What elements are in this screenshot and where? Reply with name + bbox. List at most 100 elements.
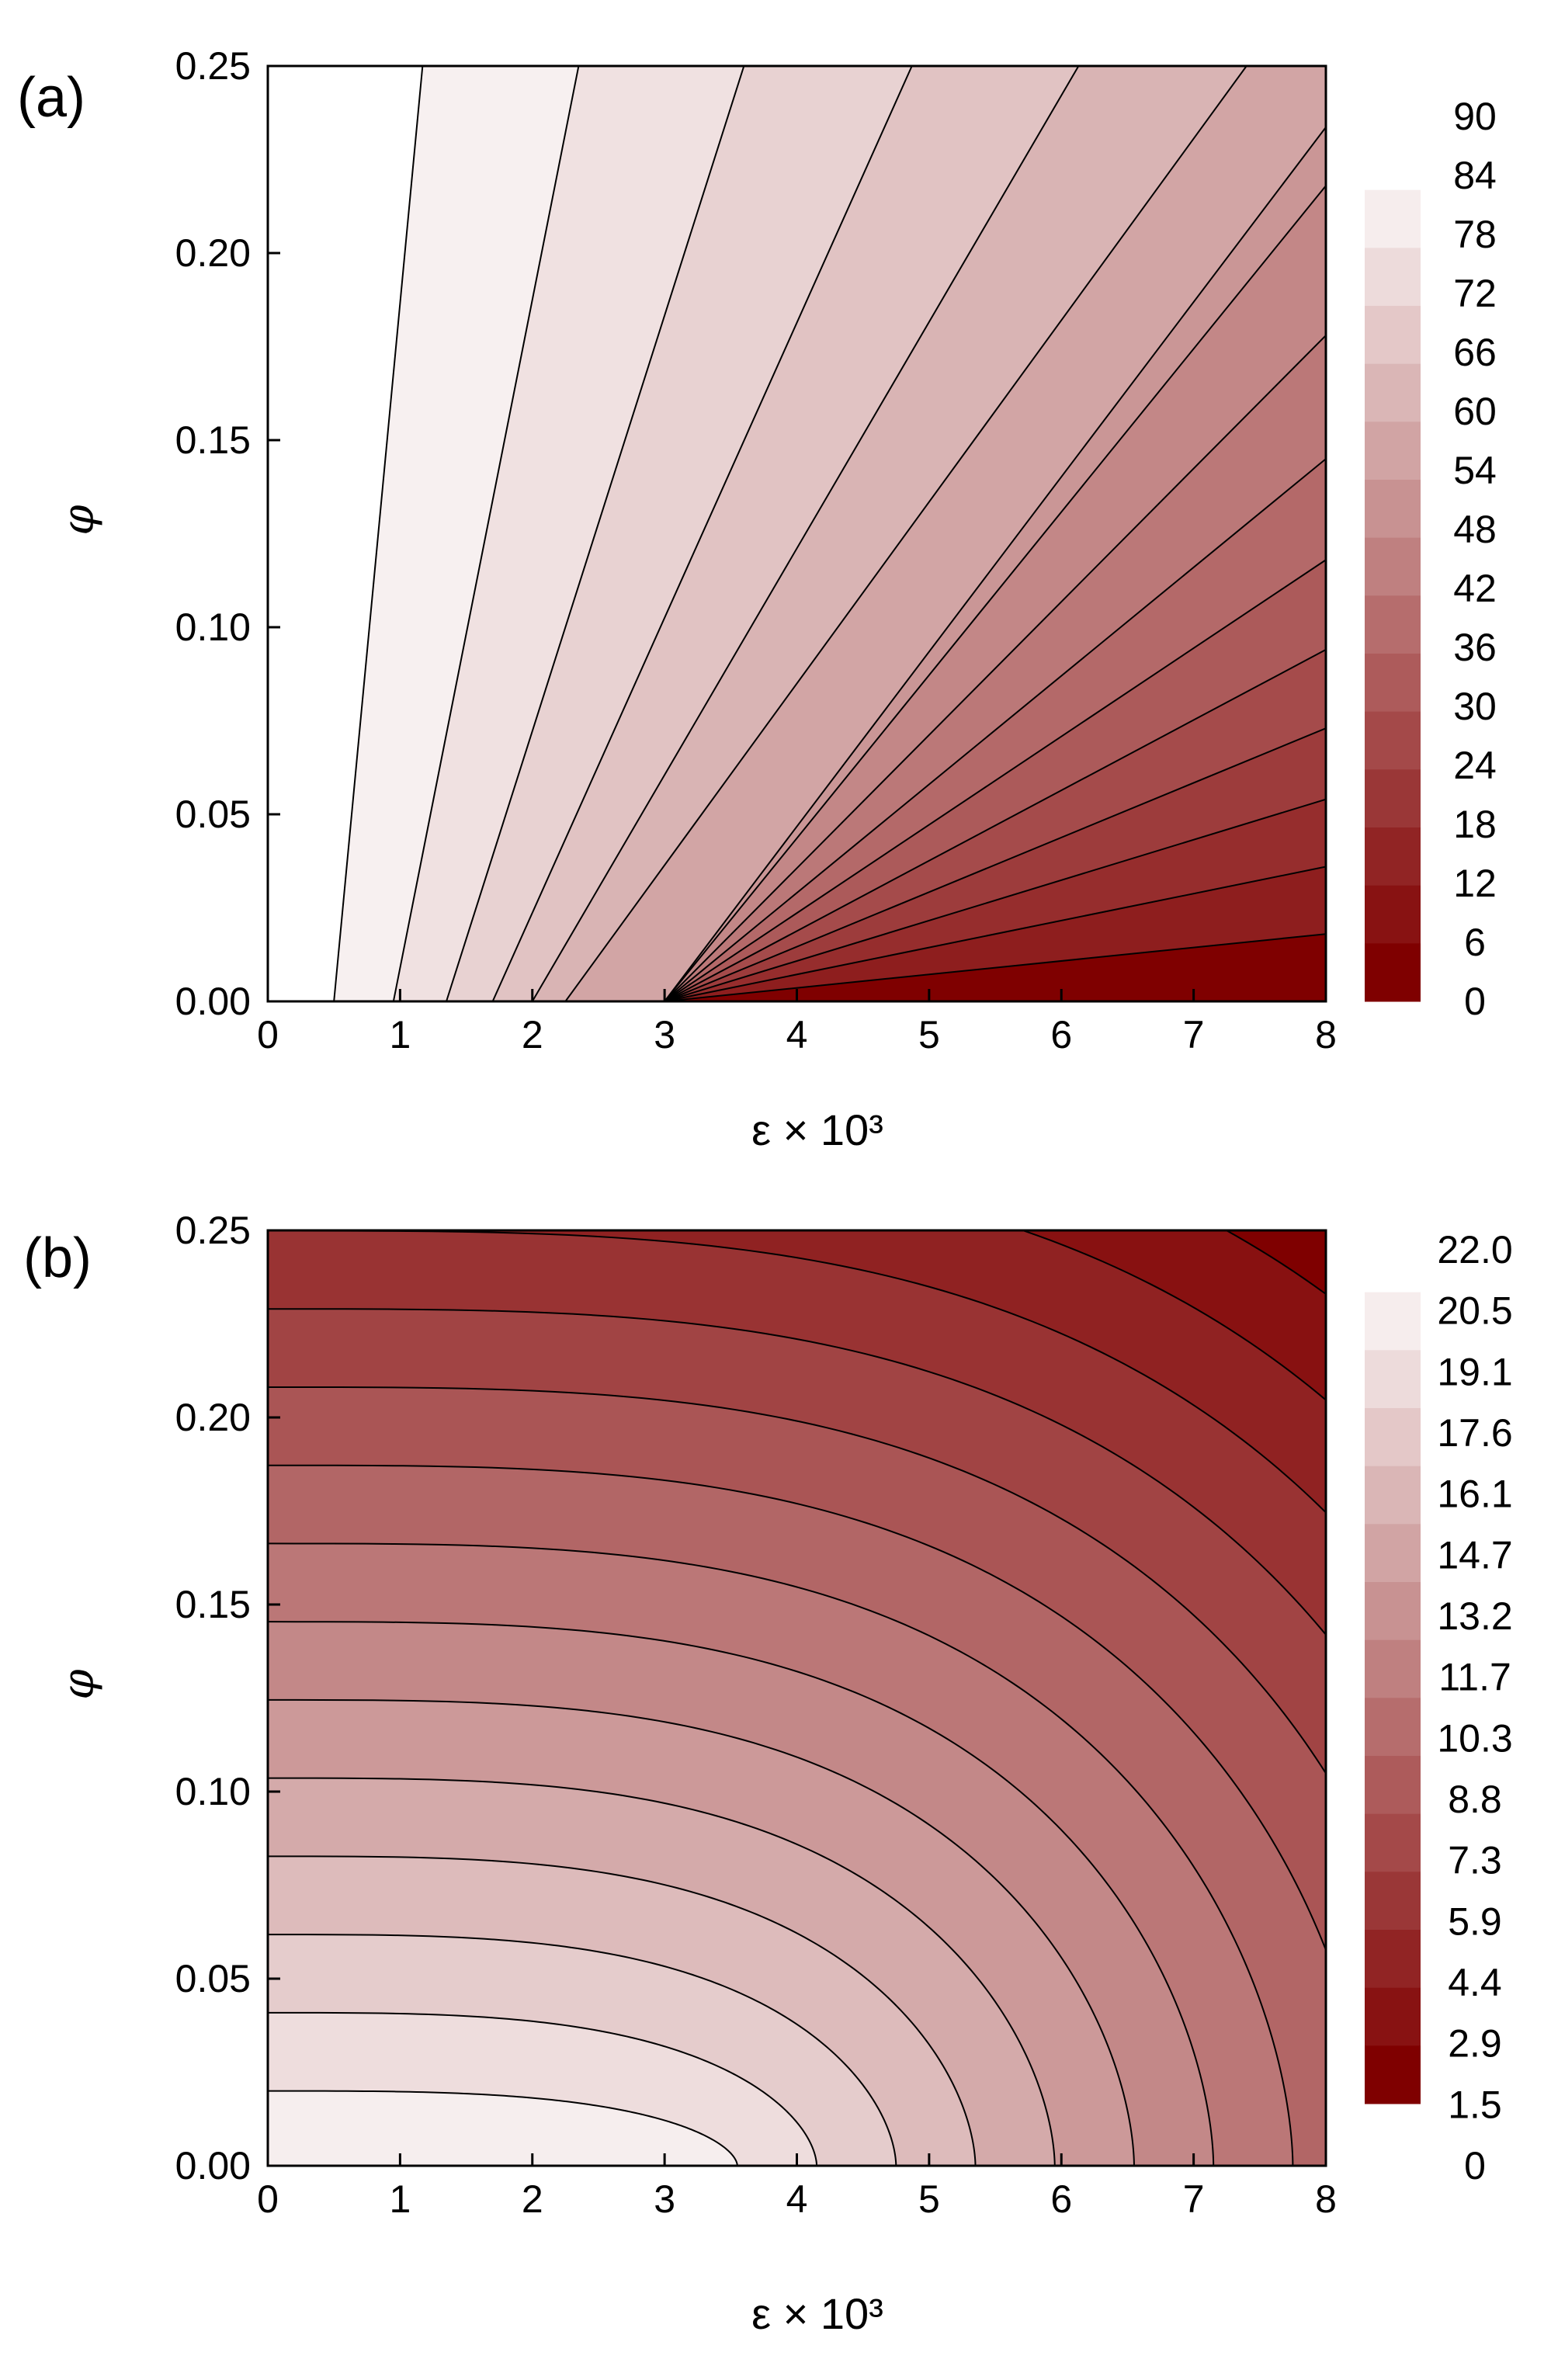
contour-line: [333, 66, 424, 1001]
contour-line: [268, 1698, 1135, 2166]
contour-line: [564, 66, 1247, 1001]
panel-a-plot-area: [268, 66, 1326, 1001]
contour-line: [392, 66, 580, 1001]
y-tick-label: 0.05: [175, 793, 251, 836]
colorbar-swatch: [1365, 1930, 1421, 1989]
contour-band: [492, 66, 1079, 1001]
colorbar-label: 78: [1453, 213, 1497, 256]
colorbar-label: 54: [1453, 449, 1497, 492]
panel-b-plot-area: [268, 1230, 1326, 2166]
contour-line: [268, 2011, 818, 2166]
colorbar-label: 1.5: [1448, 2083, 1502, 2126]
x-tick-label: 8: [1315, 1013, 1337, 1056]
x-tick-label: 2: [522, 1013, 543, 1056]
x-tick-label: 0: [257, 1013, 279, 1056]
colorbar-swatch: [1365, 1582, 1421, 1641]
contour-line: [531, 66, 1080, 1001]
contour-line: [664, 127, 1326, 1001]
colorbar-label: 72: [1453, 272, 1497, 315]
x-tick-label: 8: [1315, 2177, 1337, 2221]
x-tick-label: 4: [786, 2177, 808, 2221]
colorbar-label: 0: [1464, 980, 1486, 1023]
colorbar-swatch: [1365, 827, 1421, 886]
contour-band: [532, 66, 1247, 1001]
contour-line: [268, 1230, 1326, 1514]
x-tick-label: 1: [389, 1013, 411, 1056]
x-tick-label: 1: [389, 2177, 411, 2221]
colorbar-label: 16.1: [1437, 1473, 1512, 1516]
contour-band: [446, 66, 912, 1001]
colorbar-swatch: [1365, 1987, 1421, 2046]
colorbar-label: 0: [1464, 2144, 1486, 2187]
panel-b-x-axis-label: ε × 10³: [751, 2289, 883, 2338]
y-tick-label: 0.00: [175, 980, 251, 1023]
colorbar-swatch: [1365, 422, 1421, 481]
colorbar-label: 19.1: [1437, 1350, 1512, 1393]
panel-a: (a) 0 1 2 3 4 5 6 7 80.000.050.100.150.200.25 90…: [17, 44, 1497, 1154]
contour-band: [268, 2090, 737, 2166]
contour-line: [268, 2090, 738, 2166]
contour-line: [446, 66, 745, 1001]
colorbar-label: 20.5: [1437, 1289, 1512, 1333]
panel-a-x-axis-label: ε × 10³: [751, 1105, 883, 1154]
panel-b-label: (b): [23, 1227, 92, 1289]
colorbar-swatch: [1365, 537, 1421, 596]
colorbar-swatch: [1365, 1524, 1421, 1583]
contour-line: [664, 866, 1326, 1001]
panel-a-y-axis-label: φ: [54, 505, 104, 535]
colorbar-label: 66: [1453, 331, 1497, 374]
colorbar-swatch: [1365, 1292, 1421, 1351]
colorbar-label: 22.0: [1437, 1228, 1512, 1272]
colorbar-label: 30: [1453, 685, 1497, 728]
colorbar-label: 2.9: [1448, 2022, 1502, 2066]
colorbar-swatch: [1365, 1466, 1421, 1525]
panel-a-label: (a): [17, 67, 85, 129]
contour-line: [664, 727, 1326, 1001]
colorbar-swatch: [1365, 306, 1421, 365]
contour-line: [268, 1308, 1326, 1636]
contour-line: [268, 1464, 1326, 1952]
x-tick-label: 5: [918, 1013, 940, 1056]
colorbar-swatch: [1365, 480, 1421, 539]
colorbar-label: 7.3: [1448, 1839, 1502, 1882]
y-tick-label: 0.05: [175, 1957, 251, 2000]
x-tick-label: 2: [522, 2177, 543, 2221]
y-tick-label: 0.10: [175, 605, 251, 649]
colorbar-label: 18: [1453, 803, 1497, 846]
x-tick-label: 7: [1183, 1013, 1205, 1056]
contour-line: [664, 185, 1326, 1001]
x-tick-label: 3: [654, 1013, 675, 1056]
colorbar-label: 4.4: [1448, 1961, 1502, 2004]
x-tick-label: 7: [1183, 2177, 1205, 2221]
contour-line: [491, 66, 913, 1001]
y-tick-label: 0.15: [175, 418, 251, 462]
colorbar-label: 60: [1453, 390, 1497, 433]
colorbar-swatch: [1365, 189, 1421, 248]
colorbar-swatch: [1365, 654, 1421, 713]
contour-line: [664, 798, 1326, 1001]
panel-b: (b) 0 1 2 3 4 5 6 7 8 0.00 0.05 0.10 0.15 0.20 0.25 22…: [23, 1209, 1513, 2338]
colorbar-swatch: [1365, 943, 1421, 1002]
colorbar-swatch: [1365, 1350, 1421, 1409]
contour-line: [268, 1934, 897, 2166]
y-tick-label: 0.20: [175, 231, 251, 275]
colorbar-label: 12: [1453, 862, 1497, 905]
x-tick-label: 3: [654, 2177, 675, 2221]
colorbar-swatch: [1365, 595, 1421, 654]
contour-line: [268, 1542, 1294, 2166]
colorbar-label: 10.3: [1437, 1716, 1512, 1760]
colorbar-label: 6: [1464, 921, 1486, 964]
y-tick-label: 0.25: [175, 44, 251, 88]
panel-b-axes: 0 1 2 3 4 5 6 7 8 0.00 0.05 0.10 0.15 0.20 0.25: [175, 1209, 1337, 2221]
contour-line: [664, 458, 1326, 1001]
x-tick-label: 4: [786, 1013, 808, 1056]
contour-line: [268, 1777, 1056, 2166]
colorbar-label: 5.9: [1448, 1899, 1502, 1943]
colorbar-swatch: [1365, 1756, 1421, 1815]
contour-band: [565, 66, 1326, 1001]
colorbar-label: 11.7: [1438, 1656, 1511, 1699]
colorbar-label: 8.8: [1448, 1778, 1502, 1821]
colorbar-label: 17.6: [1437, 1411, 1512, 1455]
